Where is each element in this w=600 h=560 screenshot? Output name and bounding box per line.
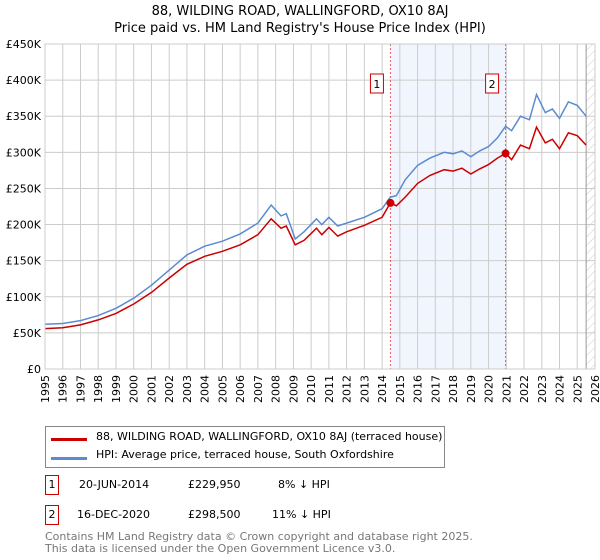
sale-point bbox=[501, 149, 510, 158]
x-tick-label: 2007 bbox=[252, 375, 265, 403]
x-tick-label: 1998 bbox=[92, 375, 105, 403]
forecast-hatch bbox=[586, 44, 595, 369]
sale-price: £229,950 bbox=[188, 478, 241, 491]
x-tick-label: 1995 bbox=[39, 375, 52, 403]
sale-point bbox=[386, 198, 395, 207]
x-tick-label: 2026 bbox=[589, 375, 600, 403]
y-tick-label: £100K bbox=[6, 291, 42, 304]
sale-label-box bbox=[369, 73, 384, 94]
x-tick-label: 1997 bbox=[74, 375, 87, 403]
sale-price: £298,500 bbox=[188, 508, 241, 521]
sale-period-shade bbox=[390, 44, 506, 369]
x-tick-label: 2003 bbox=[181, 375, 194, 403]
sale-badge: 1 bbox=[45, 475, 59, 495]
y-tick-label: £150K bbox=[6, 255, 42, 268]
y-tick-label: £450K bbox=[6, 38, 42, 51]
x-tick-label: 2010 bbox=[305, 375, 318, 403]
x-tick-label: 2013 bbox=[358, 375, 371, 403]
legend-label-property: 88, WILDING ROAD, WALLINGFORD, OX10 8AJ … bbox=[96, 430, 443, 443]
x-tick-label: 2011 bbox=[323, 375, 336, 403]
footer: Contains HM Land Registry data © Crown c… bbox=[45, 531, 473, 555]
y-tick-label: £50K bbox=[13, 327, 42, 340]
x-tick-label: 2004 bbox=[199, 375, 212, 403]
y-tick-label: £200K bbox=[6, 219, 42, 232]
x-tick-label: 2005 bbox=[216, 375, 229, 403]
legend: 88, WILDING ROAD, WALLINGFORD, OX10 8AJ … bbox=[45, 426, 445, 468]
y-tick-label: £350K bbox=[6, 110, 42, 123]
y-tick-label: £300K bbox=[6, 146, 42, 159]
legend-swatch-hpi bbox=[51, 457, 87, 460]
sale-label: 1 bbox=[373, 78, 380, 91]
x-tick-label: 2009 bbox=[287, 375, 300, 403]
plot-area: 1995 1996 1997 1998 1999 2000 2001 2002 2003 2004… bbox=[6, 38, 600, 403]
x-tick-label: 2006 bbox=[234, 375, 247, 403]
y-tick-label: £250K bbox=[6, 182, 42, 195]
x-tick-label: 2023 bbox=[536, 375, 549, 403]
x-tick-label: 2000 bbox=[128, 375, 141, 403]
x-tick-label: 2016 bbox=[412, 375, 425, 403]
footer-line-1: Contains HM Land Registry data © Crown c… bbox=[45, 530, 473, 543]
hpi-line bbox=[44, 92, 587, 325]
x-tick-label: 2014 bbox=[376, 375, 389, 403]
sale-badge: 2 bbox=[45, 505, 59, 525]
y-tick-label: £0 bbox=[27, 363, 41, 376]
x-tick-label: 2020 bbox=[483, 375, 496, 403]
subtitle-line: Price paid vs. HM Land Registry's House … bbox=[114, 21, 486, 36]
x-tick-label: 2024 bbox=[554, 375, 567, 403]
chart-title: 88, WILDING ROAD, WALLINGFORD, OX10 8AJ … bbox=[0, 3, 600, 37]
sale-date: 20-JUN-2014 bbox=[79, 478, 150, 491]
y-tick-label: £400K bbox=[6, 74, 42, 87]
plot-border bbox=[44, 43, 596, 370]
x-tick-label: 2018 bbox=[447, 375, 460, 403]
x-tick-label: 2002 bbox=[163, 375, 176, 403]
x-tick-label: 2019 bbox=[465, 375, 478, 403]
x-tick-label: 2012 bbox=[341, 375, 354, 403]
sale-label: 2 bbox=[489, 78, 496, 91]
legend-label-hpi: HPI: Average price, terraced house, Sout… bbox=[96, 448, 394, 461]
sale-hpi: 11% ↓ HPI bbox=[272, 508, 331, 521]
sale-date: 16-DEC-2020 bbox=[77, 508, 151, 521]
x-tick-label: 1999 bbox=[110, 375, 123, 403]
x-tick-label: 2022 bbox=[518, 375, 531, 403]
property-price-line bbox=[44, 125, 587, 330]
legend-swatch-property bbox=[51, 438, 87, 441]
sale-label-box bbox=[485, 73, 500, 94]
x-tick-label: 2025 bbox=[571, 375, 584, 403]
x-tick-label: 1996 bbox=[57, 375, 70, 403]
x-tick-label: 2008 bbox=[270, 375, 283, 403]
footer-line-2: This data is licensed under the Open Gov… bbox=[45, 542, 396, 555]
x-tick-label: 2015 bbox=[394, 375, 407, 403]
x-tick-label: 2017 bbox=[429, 375, 442, 403]
x-tick-label: 2021 bbox=[500, 375, 513, 403]
x-tick-label: 2001 bbox=[145, 375, 158, 403]
sale-hpi: 8% ↓ HPI bbox=[278, 478, 330, 491]
title-line: 88, WILDING ROAD, WALLINGFORD, OX10 8AJ bbox=[151, 4, 449, 19]
